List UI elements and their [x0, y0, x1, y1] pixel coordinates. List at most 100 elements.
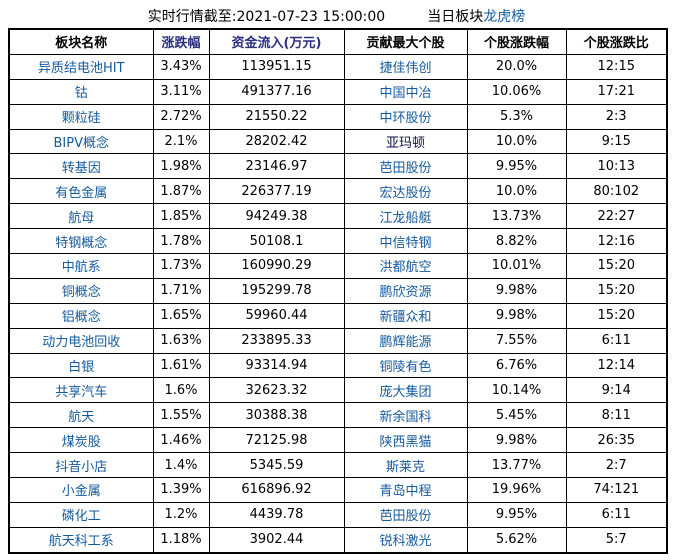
stock-name-cell[interactable]: 中环股份 [343, 103, 468, 130]
change-pct-cell: 1.55% [152, 402, 210, 429]
stock-change-cell: 9.95% [466, 501, 567, 528]
sector-name-cell[interactable]: 特钢概念 [8, 228, 154, 255]
change-pct-cell: 1.71% [152, 277, 210, 304]
stock-name-cell[interactable]: 鹏辉能源 [343, 327, 468, 354]
sector-name-cell[interactable]: 航天 [8, 402, 154, 429]
table-row: 有色金属 1.87% 226377.19 宏达股份 10.0% 80:102 [8, 178, 668, 205]
sector-name-cell[interactable]: BIPV概念 [8, 128, 154, 155]
stock-change-cell: 8.82% [466, 228, 567, 255]
table-row: 动力电池回收 1.63% 233895.33 鹏辉能源 7.55% 6:11 [8, 327, 668, 354]
change-pct-cell: 2.72% [152, 103, 210, 130]
updown-ratio-cell: 6:11 [565, 327, 668, 354]
dragon-tiger-link[interactable]: 龙虎榜 [483, 9, 526, 25]
stock-change-cell: 20.0% [466, 53, 567, 80]
header-capital-inflow: 资金流入(万元) [208, 28, 345, 55]
stock-name-cell[interactable]: 中信特钢 [343, 228, 468, 255]
inflow-cell: 491377.16 [208, 78, 345, 105]
table-row: 铜概念 1.71% 195299.78 鹏欣资源 9.98% 15:20 [8, 277, 668, 304]
stock-name-cell[interactable]: 江龙船艇 [343, 203, 468, 230]
table-header-row: 板块名称 涨跌幅 资金流入(万元) 贡献最大个股 个股涨跌幅 个股涨跌比 [8, 28, 668, 55]
inflow-cell: 59960.44 [208, 302, 345, 329]
table-row: 航天科工系 1.18% 3902.44 锐科激光 5.62% 5:7 [8, 526, 668, 554]
table-row: 钴 3.11% 491377.16 中国中冶 10.06% 17:21 [8, 78, 668, 105]
change-pct-cell: 1.78% [152, 228, 210, 255]
stock-name-cell[interactable]: 捷佳伟创 [343, 53, 468, 80]
sector-name-cell[interactable]: 铜概念 [8, 277, 154, 304]
updown-ratio-cell: 26:35 [565, 427, 668, 454]
change-pct-cell: 1.46% [152, 427, 210, 454]
stock-name-cell[interactable]: 陕西黑猫 [343, 427, 468, 454]
stock-name-cell[interactable]: 新余国科 [343, 402, 468, 429]
stock-change-cell: 13.77% [466, 452, 567, 479]
stock-name-cell[interactable]: 洪都航空 [343, 253, 468, 279]
stock-change-cell: 9.95% [466, 153, 567, 180]
sector-name-cell[interactable]: 动力电池回收 [8, 327, 154, 354]
header-top-stock: 贡献最大个股 [343, 28, 468, 55]
title-bar: 实时行情截至:2021-07-23 15:00:00 当日板块龙虎榜 [0, 0, 673, 27]
stock-name-cell[interactable]: 新疆众和 [343, 302, 468, 329]
sector-name-cell[interactable]: 铝概念 [8, 302, 154, 329]
stock-name-cell[interactable]: 鹏欣资源 [343, 277, 468, 304]
updown-ratio-cell: 15:20 [565, 302, 668, 329]
stock-name-cell[interactable]: 青岛中程 [343, 477, 468, 503]
sector-name-cell[interactable]: 白银 [8, 352, 154, 379]
stock-name-cell[interactable]: 铜陵有色 [343, 352, 468, 379]
updown-ratio-cell: 80:102 [565, 178, 668, 205]
updown-ratio-cell: 6:11 [565, 501, 668, 528]
sector-table: 板块名称 涨跌幅 资金流入(万元) 贡献最大个股 个股涨跌幅 个股涨跌比 异质结… [8, 28, 668, 554]
stock-change-cell: 5.45% [466, 402, 567, 429]
updown-ratio-cell: 12:15 [565, 53, 668, 80]
stock-change-cell: 5.62% [466, 526, 567, 554]
sector-name-cell[interactable]: 颗粒硅 [8, 103, 154, 130]
stock-name-cell[interactable]: 锐科激光 [343, 526, 468, 554]
sector-name-cell[interactable]: 钴 [8, 78, 154, 105]
change-pct-cell: 1.87% [152, 178, 210, 205]
change-pct-cell: 1.85% [152, 203, 210, 230]
stock-name-cell[interactable]: 宏达股份 [343, 178, 468, 205]
stock-change-cell: 10.0% [466, 128, 567, 155]
stock-name-cell[interactable]: 芭田股份 [343, 501, 468, 528]
sector-name-cell[interactable]: 异质结电池HIT [8, 53, 154, 80]
stock-name-cell[interactable]: 芭田股份 [343, 153, 468, 180]
inflow-cell: 5345.59 [208, 452, 345, 479]
sector-name-cell[interactable]: 中航系 [8, 253, 154, 279]
stock-name-cell[interactable]: 亚玛顿 [343, 128, 468, 155]
table-body: 异质结电池HIT 3.43% 113951.15 捷佳伟创 20.0% 12:15 钴 3.1… [8, 53, 668, 554]
sector-name-cell[interactable]: 有色金属 [8, 178, 154, 205]
updown-ratio-cell: 2:7 [565, 452, 668, 479]
sector-name-cell[interactable]: 航母 [8, 203, 154, 230]
table-row: 异质结电池HIT 3.43% 113951.15 捷佳伟创 20.0% 12:15 [8, 53, 668, 80]
inflow-cell: 93314.94 [208, 352, 345, 379]
stock-change-cell: 9.98% [466, 302, 567, 329]
updown-ratio-cell: 15:20 [565, 253, 668, 279]
sector-name-cell[interactable]: 抖音小店 [8, 452, 154, 479]
header-stock-change-pct: 个股涨跌幅 [466, 28, 567, 55]
updown-ratio-cell: 12:16 [565, 228, 668, 255]
inflow-cell: 32623.32 [208, 377, 345, 404]
change-pct-cell: 3.43% [152, 53, 210, 80]
sector-name-cell[interactable]: 小金属 [8, 477, 154, 503]
updown-ratio-cell: 15:20 [565, 277, 668, 304]
inflow-cell: 160990.29 [208, 253, 345, 279]
sector-name-cell[interactable]: 共享汽车 [8, 377, 154, 404]
sector-name-cell[interactable]: 转基因 [8, 153, 154, 180]
updown-ratio-cell: 5:7 [565, 526, 668, 554]
inflow-cell: 113951.15 [208, 53, 345, 80]
change-pct-cell: 1.6% [152, 377, 210, 404]
table-row: 中航系 1.73% 160990.29 洪都航空 10.01% 15:20 [8, 253, 668, 279]
sector-name-cell[interactable]: 磷化工 [8, 501, 154, 528]
stock-change-cell: 10.0% [466, 178, 567, 205]
table-row: 航母 1.85% 94249.38 江龙船艇 13.73% 22:27 [8, 203, 668, 230]
stock-change-cell: 5.3% [466, 103, 567, 130]
table-row: 航天 1.55% 30388.38 新余国科 5.45% 8:11 [8, 402, 668, 429]
stock-name-cell[interactable]: 庞大集团 [343, 377, 468, 404]
sector-name-cell[interactable]: 航天科工系 [8, 526, 154, 554]
stock-name-cell[interactable]: 斯莱克 [343, 452, 468, 479]
table-row: BIPV概念 2.1% 28202.42 亚玛顿 10.0% 9:15 [8, 128, 668, 155]
stock-name-cell[interactable]: 中国中冶 [343, 78, 468, 105]
stock-change-cell: 10.06% [466, 78, 567, 105]
change-pct-cell: 1.39% [152, 477, 210, 503]
change-pct-cell: 2.1% [152, 128, 210, 155]
sector-name-cell[interactable]: 煤炭股 [8, 427, 154, 454]
change-pct-cell: 1.73% [152, 253, 210, 279]
